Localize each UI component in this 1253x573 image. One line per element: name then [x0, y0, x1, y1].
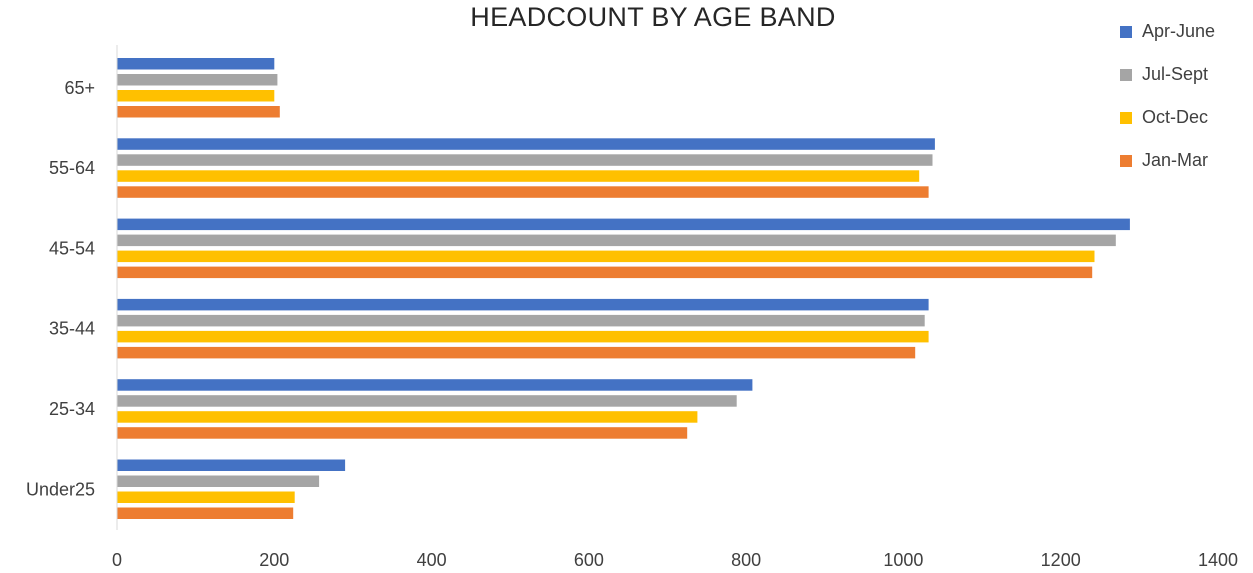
legend-item: Apr-June	[1120, 10, 1215, 53]
category-label: 55-64	[49, 158, 95, 178]
x-tick-label: 400	[417, 550, 447, 570]
bar-55-64-apr-june	[117, 138, 935, 150]
x-tick-label: 800	[731, 550, 761, 570]
x-tick-labels: 0 200 400 600 800 1000 1200 1400	[112, 550, 1238, 570]
bar-65--apr-june	[117, 58, 275, 70]
legend: Apr-June Jul-Sept Oct-Dec Jan-Mar	[1120, 10, 1215, 182]
legend-label: Jul-Sept	[1142, 64, 1209, 84]
bar-under25-apr-june	[117, 459, 346, 471]
bar-65--oct-dec	[117, 90, 275, 102]
legend-item: Jul-Sept	[1120, 53, 1215, 96]
bar-35-44-apr-june	[117, 298, 929, 311]
category-label: 35-44	[49, 319, 95, 339]
bar-35-44-jan-mar	[117, 346, 916, 359]
bar-45-54-oct-dec	[117, 250, 1095, 263]
bars-group	[117, 58, 1130, 519]
category-label: 25-34	[49, 399, 95, 419]
bar-under25-jul-sept	[117, 475, 320, 487]
x-tick-label: 0	[112, 550, 122, 570]
legend-swatch	[1120, 68, 1132, 81]
bar-55-64-jan-mar	[117, 186, 929, 198]
legend-label: Apr-June	[1142, 21, 1216, 41]
bar-45-54-jan-mar	[117, 266, 1093, 279]
x-tick-label: 200	[259, 550, 289, 570]
bar-55-64-oct-dec	[117, 170, 920, 182]
bar-25-34-jul-sept	[117, 395, 737, 407]
legend-swatch	[1120, 111, 1132, 124]
x-tick-label: 1000	[883, 550, 923, 570]
bar-under25-oct-dec	[117, 491, 295, 503]
legend-swatch	[1120, 25, 1132, 38]
legend-label: Oct-Dec	[1142, 107, 1209, 127]
bar-45-54-jul-sept	[117, 234, 1116, 247]
legend-label: Jan-Mar	[1142, 150, 1209, 170]
bar-35-44-oct-dec	[117, 330, 929, 343]
x-tick-label: 1400	[1198, 550, 1238, 570]
bar-65--jan-mar	[117, 106, 280, 118]
category-labels: Under25 25-34 35-44 45-54 55-64 65+	[26, 78, 95, 500]
bar-55-64-jul-sept	[117, 154, 933, 166]
bar-under25-jan-mar	[117, 507, 294, 519]
bar-45-54-apr-june	[117, 218, 1130, 231]
legend-item: Jan-Mar	[1120, 139, 1215, 182]
legend-swatch	[1120, 154, 1132, 167]
category-label: Under25	[26, 479, 95, 499]
bar-35-44-jul-sept	[117, 314, 925, 327]
x-tick-label: 600	[574, 550, 604, 570]
bar-65--jul-sept	[117, 74, 278, 86]
chart-title: HEADCOUNT BY AGE BAND	[470, 2, 836, 32]
legend-item: Oct-Dec	[1120, 96, 1215, 139]
bar-25-34-jan-mar	[117, 427, 688, 439]
category-label: 65+	[64, 78, 95, 98]
bar-25-34-oct-dec	[117, 411, 698, 423]
bar-25-34-apr-june	[117, 379, 753, 391]
x-tick-label: 1200	[1041, 550, 1081, 570]
category-label: 45-54	[49, 238, 95, 258]
